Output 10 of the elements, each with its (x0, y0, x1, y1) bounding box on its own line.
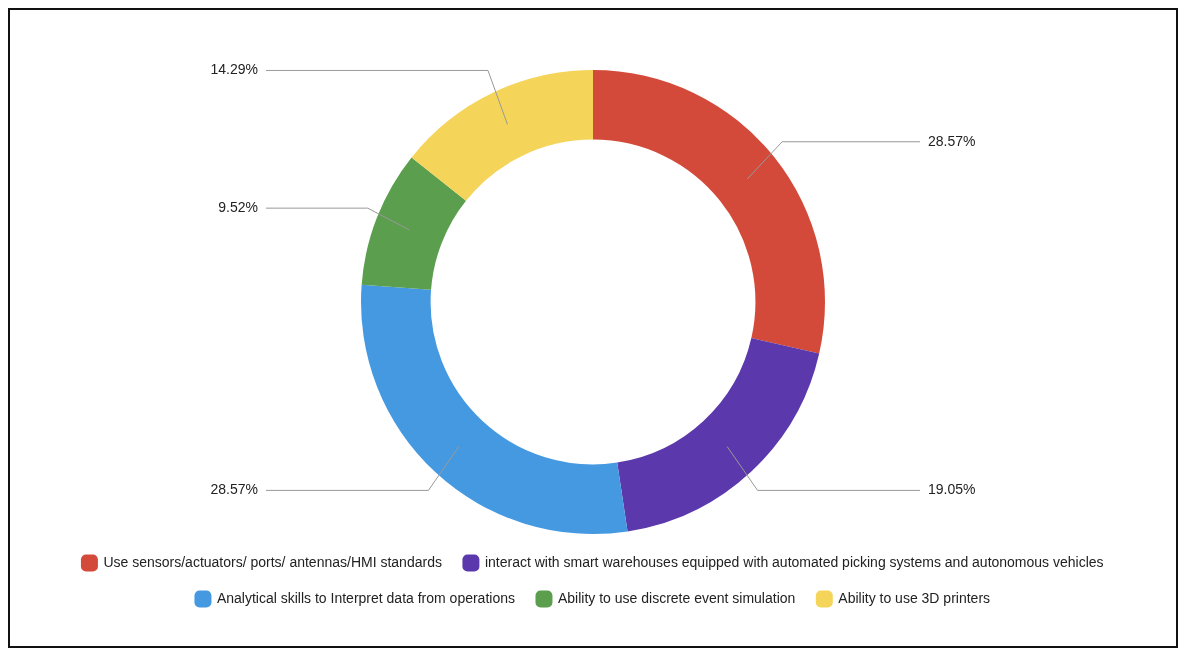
legend-label: Ability to use 3D printers (838, 589, 991, 606)
legend-label: Analytical skills to Interpret data from operations (216, 589, 515, 606)
data-label: 28.57% (928, 132, 976, 149)
data-label: 19.05% (928, 481, 976, 498)
data-label: 9.52% (218, 199, 258, 215)
legend-label: interact with smart warehouses equipped with automated picking systems and autonomous vehicles (484, 553, 1104, 570)
data-label: 14.29% (210, 61, 258, 78)
data-label: 28.57% (210, 481, 258, 498)
legend-label: Ability to use discrete event simulation (557, 589, 796, 606)
legend-label: Use sensors/actuators/ ports/ antennas/HMI standards (103, 553, 442, 570)
